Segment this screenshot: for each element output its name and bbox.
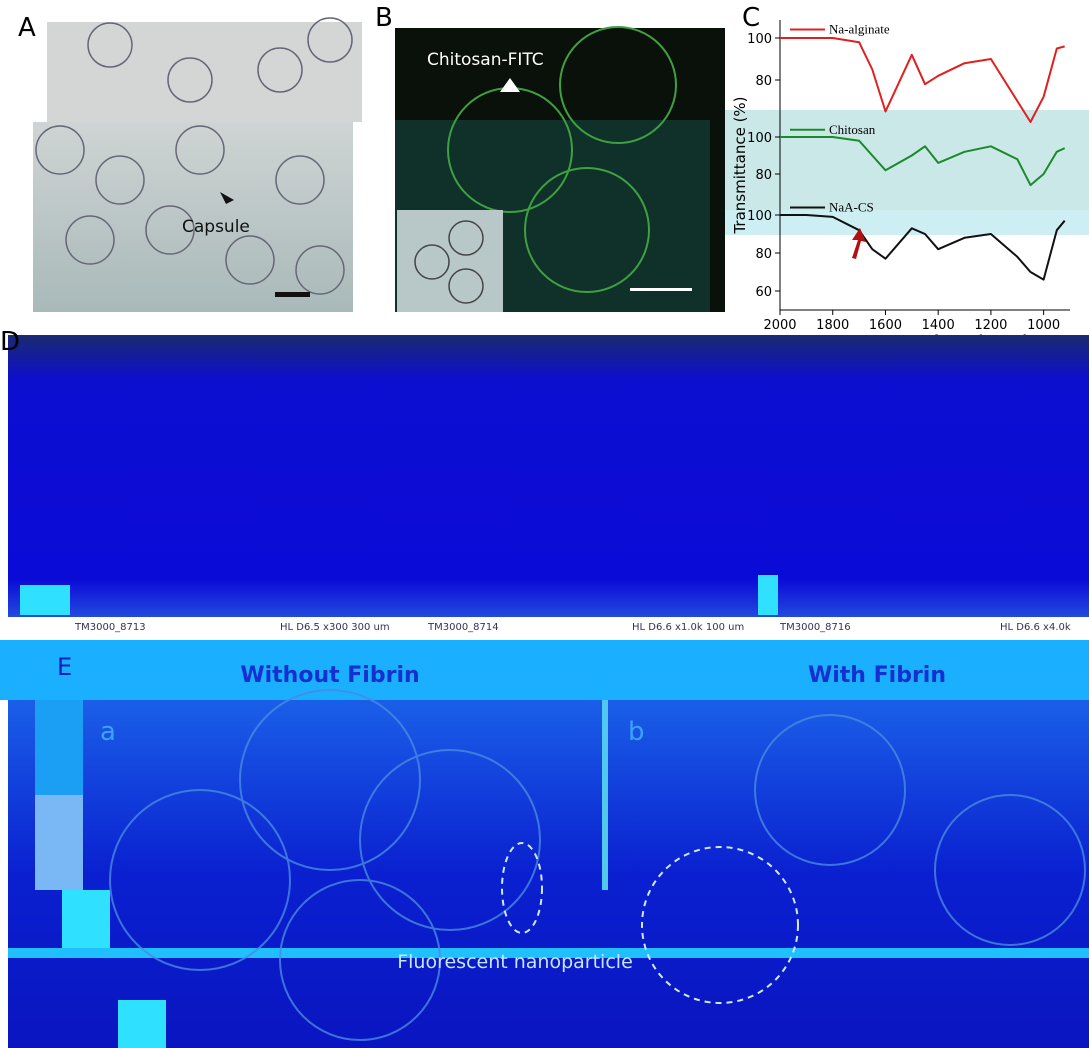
sem-id: TM3000_8714 — [427, 622, 499, 633]
header-band — [0, 640, 1089, 700]
spectrum-line — [780, 136, 1066, 187]
x-tick-label: 1400 — [922, 318, 955, 333]
spectrum-line — [780, 37, 1065, 123]
glitch-block — [20, 585, 70, 615]
sem-info: HL D6.6 x1.0k 100 um — [632, 622, 744, 633]
panel-label: C — [742, 3, 760, 33]
highlight — [501, 842, 799, 1004]
y-tick-label: 80 — [755, 168, 772, 183]
sem-images — [8, 335, 1089, 640]
glitch-block — [35, 795, 83, 890]
sub-label: a — [100, 717, 116, 747]
micrograph-top — [47, 22, 362, 122]
arrowhead — [220, 192, 234, 204]
arrowhead — [500, 78, 520, 92]
scale-bar — [630, 288, 692, 291]
y-axis-title: Transmittance (%) — [731, 96, 749, 234]
fluorescence-images — [8, 700, 1089, 1048]
x-tick-label: 1000 — [1027, 318, 1060, 333]
x-tick-label: 1200 — [974, 318, 1007, 333]
x-tick-label: 1800 — [816, 318, 849, 333]
spectrum-line — [780, 214, 1066, 281]
spectra — [780, 37, 1066, 281]
legend-label: Chitosan — [829, 122, 876, 137]
divider — [602, 700, 608, 890]
y-tick-label: 100 — [747, 32, 772, 47]
sub-label: b — [628, 717, 645, 747]
x-tick-label: 1600 — [869, 318, 902, 333]
sem-id: TM3000_8713 — [74, 622, 146, 633]
y-tick-label: 80 — [755, 74, 772, 89]
glitch-block — [758, 575, 778, 615]
sem-id: TM3000_8716 — [779, 622, 851, 633]
y-tick-label: 100 — [747, 209, 772, 224]
glitch-block — [62, 890, 110, 950]
panel-e: E Without Fibrin With Fibrin a b Fluores… — [0, 640, 1089, 1048]
y-tick-label: 100 — [747, 131, 772, 146]
inset-capsules — [414, 220, 484, 304]
panel-c: C Transmittance (%) Wavenumbers (cm⁻¹) 2… — [725, 3, 1089, 350]
legend-label: NaA-CS — [829, 200, 874, 215]
scale-bar — [275, 292, 310, 297]
panel-label: B — [375, 3, 393, 33]
sem-captions: TM3000_8713 HL D6.5 x300 300 um TM3000_8… — [74, 622, 1071, 633]
x-tick-label: 2000 — [763, 318, 796, 333]
glitch-strip — [8, 948, 1089, 958]
panel-label: A — [18, 13, 36, 43]
annotation: Capsule — [182, 217, 250, 237]
capsules — [35, 17, 353, 295]
panel-b: B Chitosan-FITC — [375, 3, 725, 312]
y-tick-label: 80 — [755, 247, 772, 262]
band — [725, 110, 1089, 210]
sem-info: HL D6.5 x300 300 um — [280, 622, 390, 633]
capsules — [109, 689, 1086, 1041]
column-title: Without Fibrin — [240, 663, 419, 688]
legend-label: Na-alginate — [829, 22, 890, 37]
arrow — [852, 228, 866, 259]
panel-a: A Capsule — [18, 13, 362, 312]
panel-d: D TM3000_8713 HL D6.5 x300 300 um TM3000… — [0, 327, 1089, 640]
annotation: Fluorescent nanoparticle — [397, 951, 633, 973]
caption-strip — [0, 617, 1089, 640]
annotation: Chitosan-FITC — [427, 50, 544, 70]
y-tick-label: 60 — [755, 285, 772, 300]
sem-info: HL D6.6 x4.0k — [1000, 622, 1071, 633]
glitch-block — [118, 1000, 166, 1048]
inset — [397, 210, 503, 312]
panel-label: D — [0, 327, 20, 357]
column-title: With Fibrin — [808, 663, 946, 688]
panel-label: E — [57, 653, 72, 681]
